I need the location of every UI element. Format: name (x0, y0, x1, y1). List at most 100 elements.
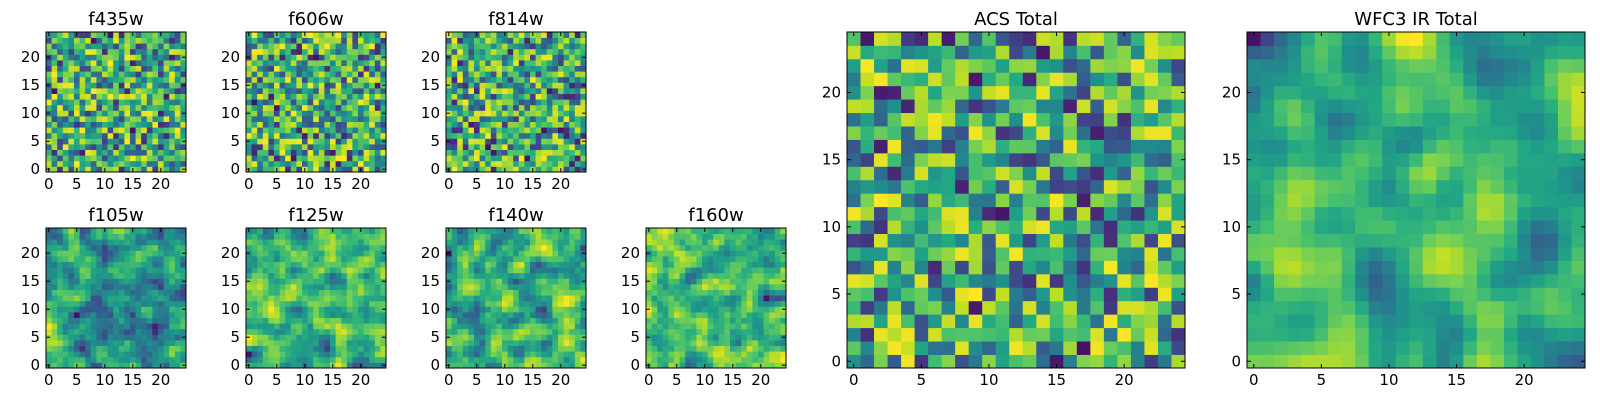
heatmap-cell (1157, 314, 1172, 329)
heatmap-cell (524, 138, 531, 145)
heatmap-cell (479, 37, 486, 44)
y-tick-label: 10 (421, 104, 440, 122)
heatmap-cell (174, 104, 181, 111)
heatmap-cell (146, 345, 153, 352)
heatmap-cell (169, 60, 176, 66)
heatmap-cell (457, 132, 464, 139)
heatmap-cell (141, 54, 148, 61)
heatmap-cell (62, 272, 69, 279)
heatmap-cell (518, 267, 525, 274)
heatmap-cell (358, 289, 364, 296)
heatmap-cell (130, 155, 136, 162)
heatmap-cell (274, 244, 280, 251)
heatmap-cell (152, 71, 159, 78)
heatmap-cell (446, 65, 452, 72)
heatmap-cell (130, 54, 136, 61)
heatmap-cell (313, 233, 320, 240)
heatmap-cell (290, 233, 297, 240)
heatmap-cell (690, 351, 697, 358)
heatmap-cell (279, 166, 286, 173)
heatmap-cell (96, 328, 103, 335)
heatmap-cell (335, 306, 342, 313)
y-tick-label: 0 (430, 356, 440, 374)
heatmap-cell (307, 48, 314, 55)
heatmap-cell (335, 48, 342, 55)
heatmap-cell (257, 289, 264, 296)
heatmap-cell (928, 314, 943, 329)
heatmap-cell (563, 250, 570, 257)
heatmap-cell (690, 312, 697, 318)
heatmap-cell (180, 233, 187, 240)
heatmap-cell (541, 93, 548, 100)
heatmap-cell (457, 88, 464, 94)
heatmap-cell (352, 43, 359, 50)
heatmap-cell (457, 37, 464, 44)
heatmap-cell (107, 272, 114, 279)
heatmap-cell (451, 82, 458, 89)
heatmap-cell (490, 267, 497, 274)
y-tick-label: 5 (430, 328, 440, 346)
heatmap-cell (68, 121, 75, 128)
heatmap-cell (374, 43, 381, 50)
heatmap-cell (135, 88, 142, 94)
heatmap-cell (102, 345, 108, 352)
heatmap-cell (485, 256, 492, 262)
heatmap-cell (541, 334, 548, 341)
heatmap-cell (251, 76, 258, 83)
heatmap-cell (746, 284, 753, 290)
heatmap-cell (124, 88, 131, 94)
heatmap-cell (1036, 287, 1051, 302)
heatmap-cell (274, 121, 280, 128)
heatmap-cell (152, 54, 159, 61)
heatmap-cell (646, 233, 652, 240)
heatmap-cell (446, 144, 452, 150)
heatmap-cell (102, 48, 108, 55)
heatmap-cell (657, 362, 664, 369)
heatmap-cell (746, 345, 753, 352)
heatmap-cell (279, 132, 286, 139)
heatmap-cell (518, 132, 525, 139)
heatmap-cell (307, 32, 314, 38)
heatmap-cell (468, 82, 475, 89)
heatmap-cell (113, 43, 120, 50)
heatmap-cell (46, 345, 52, 352)
heatmap-cell (152, 65, 159, 72)
heatmap-cell (730, 256, 736, 262)
heatmap-cell (657, 261, 664, 268)
heatmap-cell (485, 312, 492, 318)
heatmap-cell (685, 306, 692, 313)
heatmap-cell (479, 71, 486, 78)
heatmap-cell (113, 104, 120, 111)
heatmap-cell (758, 295, 764, 302)
heatmap-cell (302, 71, 308, 78)
heatmap-cell (130, 60, 136, 66)
heatmap-cell (674, 233, 680, 240)
heatmap-cell (941, 341, 956, 355)
heatmap-cell (352, 351, 359, 358)
heatmap-cell (341, 37, 348, 44)
heatmap-cell (496, 127, 503, 134)
heatmap-cell (169, 312, 176, 318)
x-tick-label: 5 (72, 371, 82, 389)
heatmap-cell (324, 99, 331, 106)
heatmap-cell (502, 116, 508, 122)
heatmap-cell (860, 193, 875, 208)
heatmap-cell (130, 132, 136, 139)
y-tick-label: 10 (221, 300, 240, 318)
heatmap-cell (313, 144, 320, 150)
heatmap-cell (296, 267, 303, 274)
heatmap-cell (246, 160, 252, 167)
heatmap-cell (446, 37, 452, 44)
heatmap-cell (163, 65, 170, 72)
heatmap-cell (513, 362, 520, 369)
heatmap-cell (485, 300, 492, 307)
heatmap-cell (330, 48, 336, 55)
heatmap-cell (1144, 314, 1159, 329)
x-tick-label: 15 (523, 371, 542, 389)
heatmap-cell (251, 48, 258, 55)
heatmap-cell (158, 312, 164, 318)
heatmap-cell (130, 104, 136, 111)
heatmap-cell (569, 144, 576, 150)
heatmap-cell (51, 88, 58, 94)
heatmap-cell (679, 267, 686, 274)
